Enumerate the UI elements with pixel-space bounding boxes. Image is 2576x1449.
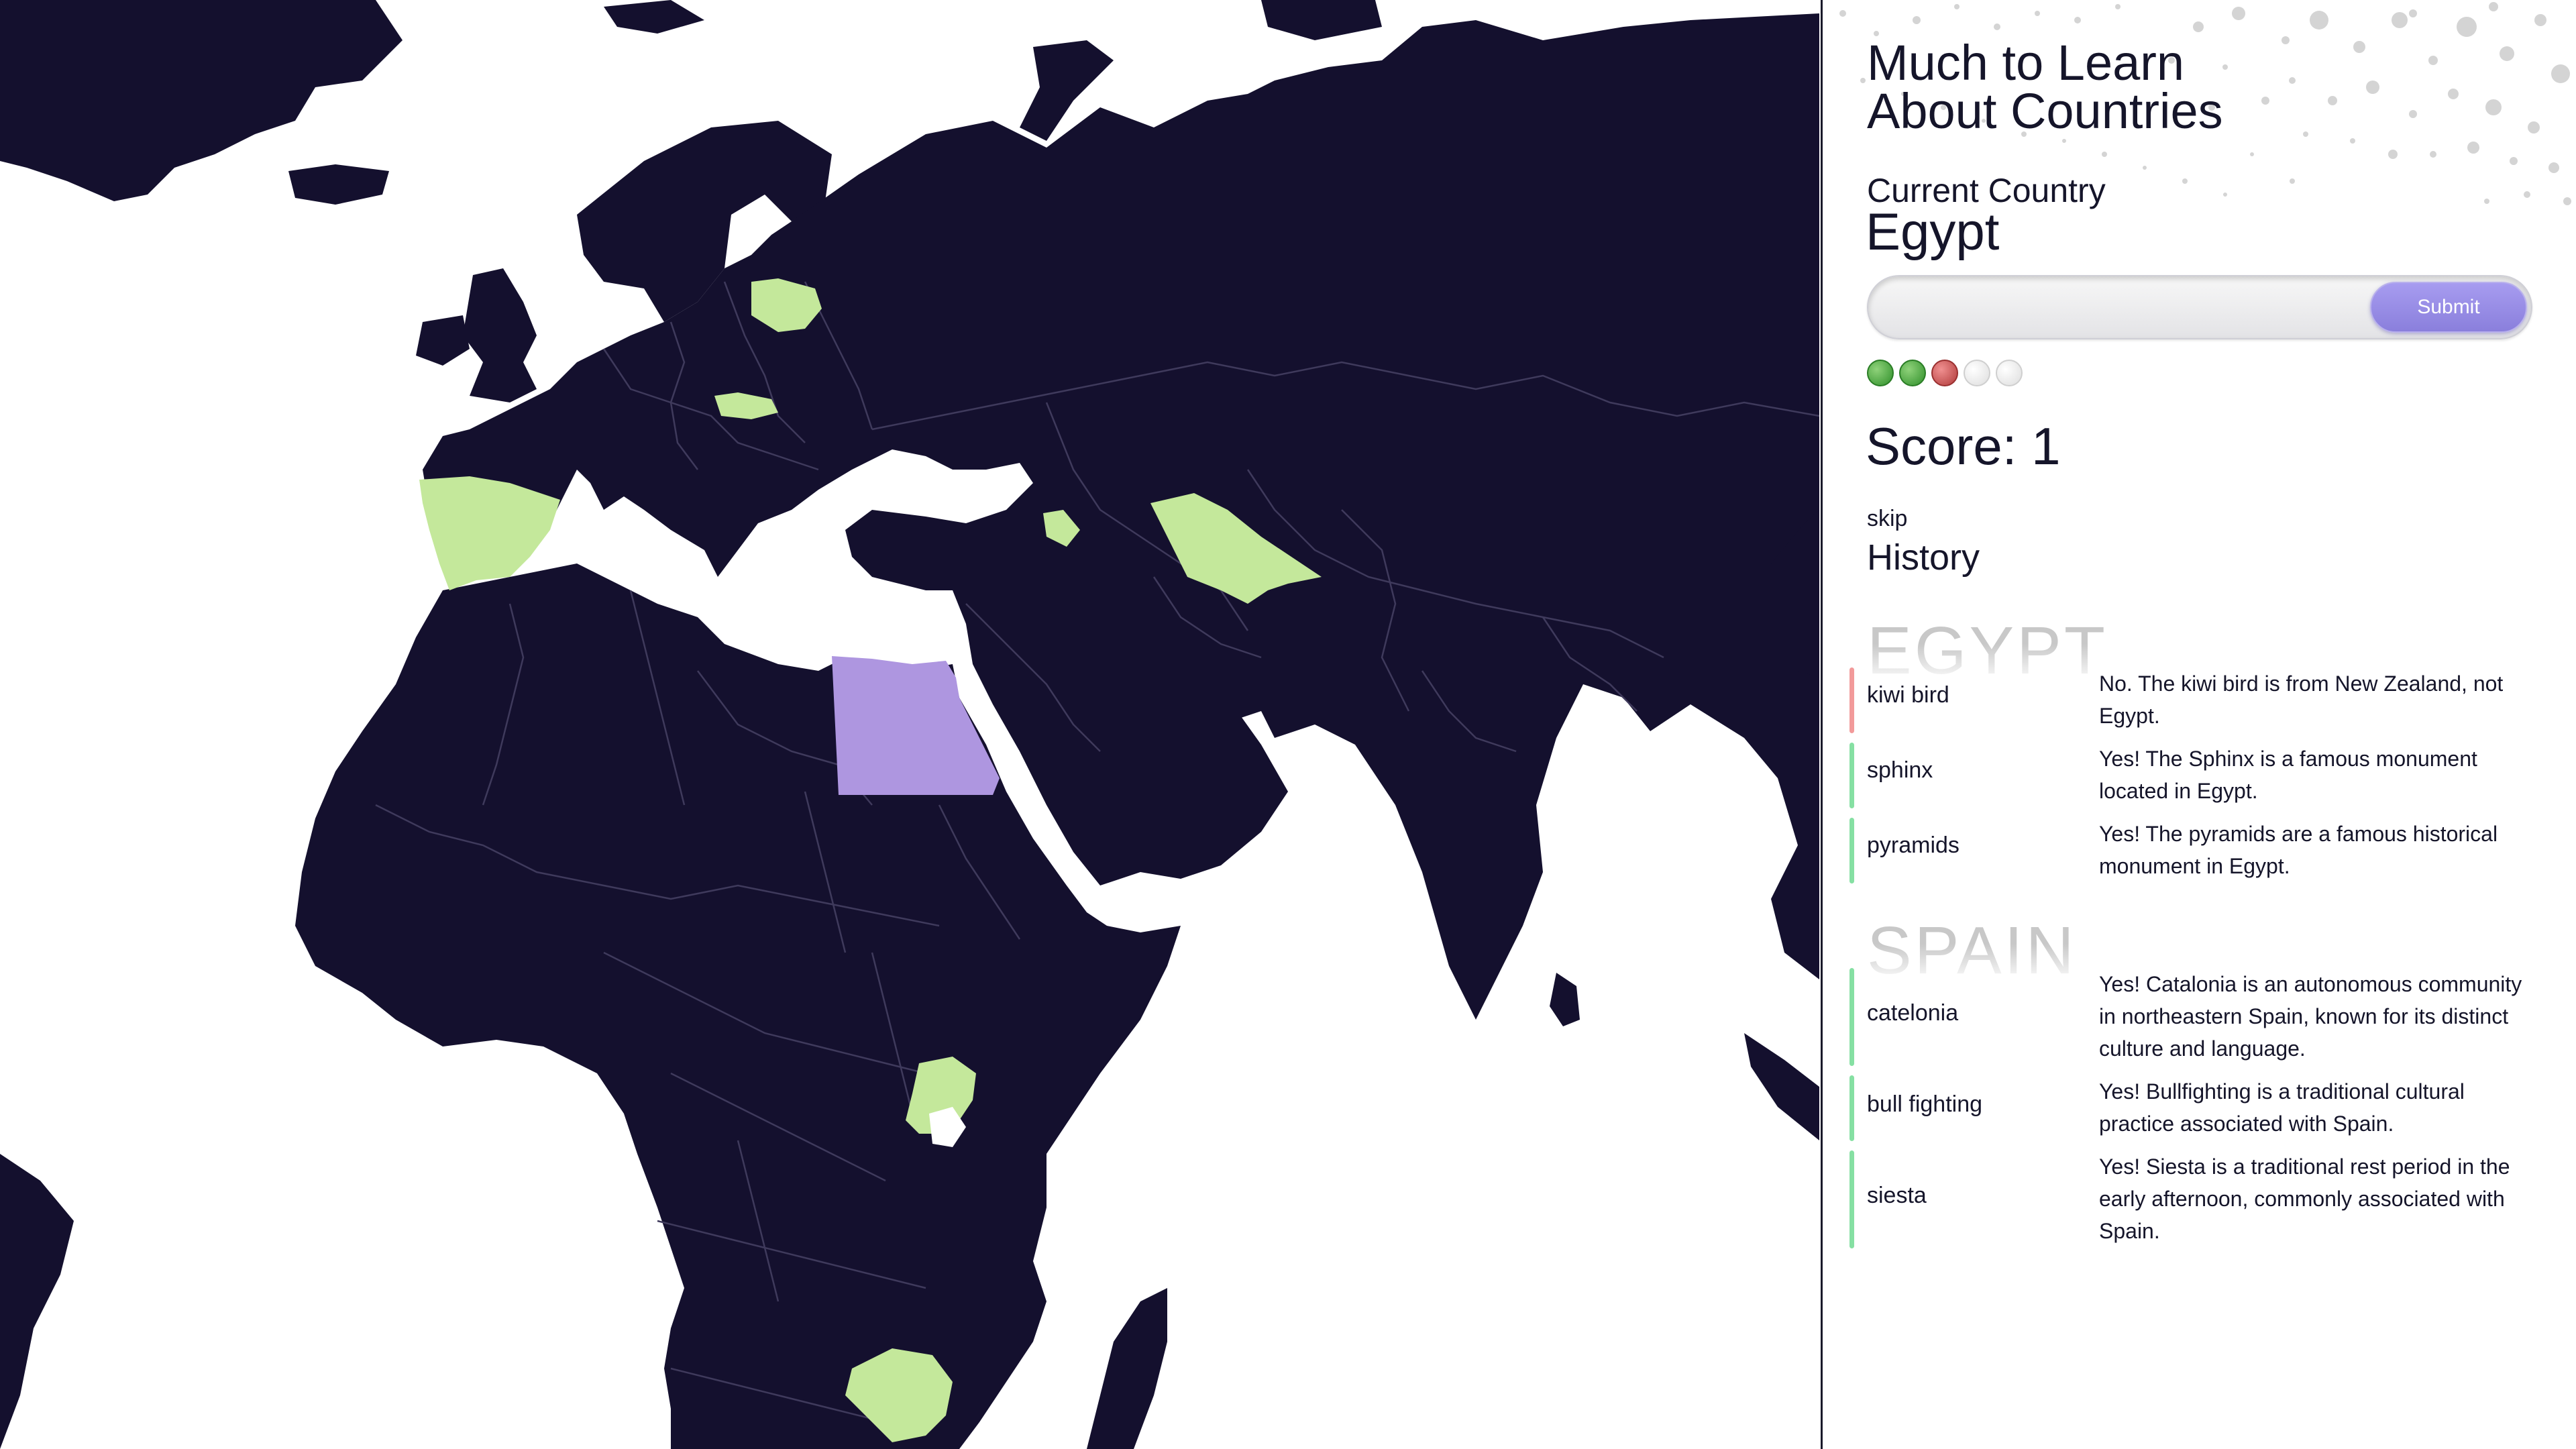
answer-input[interactable] [1888, 286, 2361, 330]
madagascar-shape [1087, 1288, 1167, 1449]
border-lines [375, 281, 1819, 1424]
history-feedback: No. The kiwi bird is from New Zealand, n… [2099, 672, 2504, 728]
history-guess: sphinx [1867, 757, 1933, 783]
history-feedback: Yes! Siesta is a traditional rest period… [2099, 1155, 2510, 1243]
history-item: bull fighting Yes! Bullfighting is a tra… [1849, 1075, 2561, 1142]
history-item: siesta Yes! Siesta is a traditional rest… [1849, 1150, 2561, 1250]
history-item: pyramids Yes! The pyramids are a famous … [1849, 818, 2561, 885]
current-country-label: Current Country [1867, 172, 2106, 209]
sri-lanka-shape [1550, 973, 1580, 1026]
indonesia-edge-shape [1744, 1033, 1819, 1140]
history-item: sphinx Yes! The Sphinx is a famous monum… [1849, 743, 2561, 810]
lake-victoria-shape [929, 1107, 966, 1147]
novaya-zemlya-shape [1020, 40, 1114, 141]
game-side-panel: Much to Learn About Countries Current Co… [1821, 0, 2576, 1449]
status-bar-right [1849, 1075, 1854, 1141]
history-guess: bull fighting [1867, 1091, 1983, 1117]
greenland-shape [0, 0, 402, 201]
britain-shape [463, 268, 537, 402]
status-bar-right [1849, 1150, 1854, 1248]
attempt-dot-empty [1996, 360, 2023, 386]
uganda-highlight[interactable] [906, 1057, 976, 1134]
history-item: kiwi bird No. The kiwi bird is from New … [1849, 667, 2561, 735]
world-map[interactable] [0, 0, 1819, 1449]
history-guess: kiwi bird [1867, 682, 1949, 708]
current-country-name: Egypt [1866, 202, 2000, 261]
history-item: catelonia Yes! Catalonia is an autonomou… [1849, 968, 2561, 1067]
history-guess: pyramids [1867, 833, 1960, 858]
attempt-dot-correct [1867, 360, 1894, 386]
armenia-highlight[interactable] [1043, 510, 1080, 547]
zimbabwe-highlight[interactable] [845, 1348, 953, 1442]
status-bar-right [1849, 968, 1854, 1066]
skip-link[interactable]: skip [1867, 506, 1908, 531]
history-country-title: SPAIN [1867, 913, 2077, 988]
lithuania-highlight[interactable] [751, 278, 822, 332]
status-bar-wrong [1849, 667, 1854, 733]
status-bar-right [1849, 743, 1854, 808]
attempt-dot-empty [1964, 360, 1990, 386]
history-feedback: Yes! Catalonia is an autonomous communit… [2099, 972, 2522, 1061]
app-title: Much to Learn About Countries [1867, 35, 2223, 139]
history-guess: siesta [1867, 1183, 1927, 1208]
map-svg[interactable] [0, 0, 1819, 1449]
decorative-dots [1839, 2, 2571, 205]
score-display: Score: 1 [1866, 417, 2061, 476]
egypt-highlight[interactable] [832, 656, 1000, 795]
submit-button[interactable]: Submit [2370, 282, 2527, 333]
eurasia-shape [423, 13, 1819, 1020]
attempt-dot-correct [1899, 360, 1926, 386]
history-feedback: Yes! Bullfighting is a traditional cultu… [2099, 1079, 2465, 1136]
answer-form: Submit [1867, 275, 2532, 339]
status-bar-right [1849, 818, 1854, 883]
attempt-indicators [1867, 360, 2023, 386]
scandinavia-shape [577, 121, 832, 322]
japan-shape [1771, 510, 1819, 678]
spain-highlight[interactable] [419, 476, 560, 590]
iceland-shape [288, 164, 389, 205]
ireland-shape [416, 315, 470, 366]
turkmenistan-highlight[interactable] [1150, 493, 1322, 604]
history-heading: History [1867, 537, 1980, 578]
slovakia-highlight[interactable] [714, 392, 778, 419]
arctic-islands-shape [604, 0, 1382, 40]
history-country-title: EGYPT [1867, 613, 2108, 688]
attempt-dot-wrong [1931, 360, 1958, 386]
history-guess: catelonia [1867, 1000, 1959, 1026]
history-feedback: Yes! The Sphinx is a famous monument loc… [2099, 747, 2477, 803]
south-america-edge-shape [0, 1154, 74, 1449]
history-feedback: Yes! The pyramids are a famous historica… [2099, 822, 2498, 878]
